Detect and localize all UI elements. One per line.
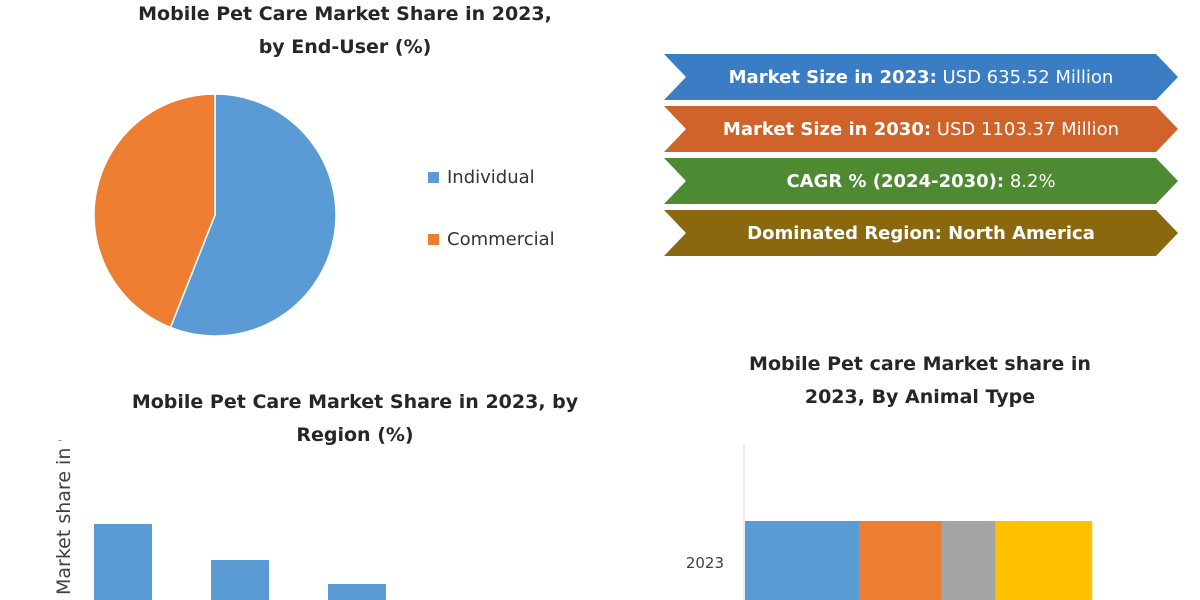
legend-swatch-commercial (428, 233, 439, 245)
end-user-chart-title: Mobile Pet Care Market Share in 2023, by… (40, 0, 650, 64)
region-bar (328, 584, 386, 600)
region-title-line-1: Mobile Pet Care Market Share in 2023, by (131, 391, 579, 413)
region-y-axis-label: Market share in % (53, 440, 75, 595)
banner-shape (664, 106, 1178, 152)
legend-swatch-individual (428, 171, 439, 183)
legend-item-commercial: Commercial (428, 224, 555, 254)
animal-category-label: 2023 (686, 554, 724, 572)
animal-title-line-1: Mobile Pet care Market share in (749, 353, 1091, 375)
region-title-line-2: Region (%) (296, 424, 414, 446)
animal-bar-segment-3 (941, 521, 996, 600)
banner-shape (664, 158, 1178, 204)
end-user-title-line-2: by End-User (%) (258, 36, 432, 58)
legend-item-individual: Individual (428, 162, 555, 192)
region-bar (211, 560, 269, 600)
banner-value: 8.2% (1004, 170, 1056, 192)
cagr-banner: CAGR % (2024-2030): 8.2% (664, 158, 1178, 204)
banner-shape (664, 54, 1178, 100)
animal-type-bar-chart: 2023 (686, 444, 1093, 600)
animal-type-chart-title: Mobile Pet care Market share in 2023, By… (660, 348, 1180, 414)
market-size-2023-banner: Market Size in 2023: USD 635.52 Million (664, 54, 1178, 100)
region-bar-chart: Market share in % (53, 440, 386, 600)
end-user-legend: Individual Commercial (428, 162, 555, 286)
dominated-region-banner: Dominated Region: North America (664, 210, 1178, 256)
end-user-title-line-1: Mobile Pet Care Market Share in 2023, (138, 3, 552, 25)
market-size-2030-banner: Market Size in 2030: USD 1103.37 Million (664, 106, 1178, 152)
pie-slice-individual (169, 93, 337, 337)
banner-key: Dominated Region: North America (747, 222, 1095, 244)
pie-slice-commercial (93, 93, 216, 329)
banner-key: Market Size in 2030: (722, 118, 932, 140)
region-chart-title: Mobile Pet Care Market Share in 2023, by… (40, 386, 670, 452)
banner-key: Market Size in 2023: (728, 66, 937, 88)
banner-value: USD 1103.37 Million (931, 118, 1120, 140)
banner-value: USD 635.52 Million (936, 66, 1114, 88)
animal-title-line-2: 2023, By Animal Type (804, 386, 1036, 408)
animal-bar-segment-1 (745, 521, 860, 600)
legend-label-commercial: Commercial (447, 228, 555, 250)
animal-bar-segment-4 (995, 521, 1093, 600)
animal-bar-segment-2 (859, 521, 942, 600)
end-user-pie-chart (93, 93, 337, 337)
banner-key: CAGR % (2024-2030): (786, 170, 1005, 192)
legend-label-individual: Individual (447, 166, 535, 188)
banner-shape (664, 210, 1178, 256)
region-bar (94, 524, 152, 600)
